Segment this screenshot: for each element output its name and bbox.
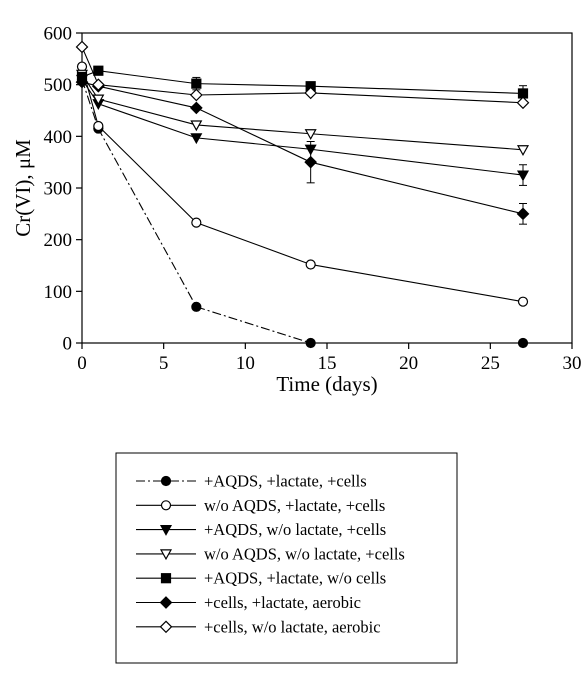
data-point [304, 129, 317, 140]
data-point [189, 101, 203, 115]
legend-item: +cells, +lactate, aerobic [136, 593, 361, 612]
data-point [92, 94, 105, 106]
x-tick-label: 25 [481, 353, 500, 374]
y-tick-label: 0 [63, 334, 73, 355]
series-line [81, 79, 523, 344]
data-point [93, 120, 104, 132]
x-tick-label: 5 [159, 353, 169, 374]
legend-label: +cells, +lactate, aerobic [204, 593, 361, 612]
data-point [517, 337, 529, 349]
x-tick-label: 30 [563, 353, 582, 374]
data-point [305, 337, 316, 349]
legend-item: w/o AQDS, +lactate, +cells [136, 496, 385, 515]
data-point [75, 75, 89, 89]
series-1 [76, 74, 529, 349]
x-axis-title: Time (days) [276, 372, 377, 396]
series-line [81, 46, 524, 104]
legend-label: +AQDS, w/o lactate, +cells [204, 520, 386, 539]
legend-box [115, 452, 458, 664]
x-tick-label: 15 [318, 353, 337, 374]
legend-item: +AQDS, +lactate, w/o cells [136, 569, 386, 588]
y-tick-label: 400 [44, 127, 73, 148]
data-point [305, 259, 316, 270]
legend-marker [160, 500, 172, 511]
legend-label: +AQDS, +lactate, +cells [204, 472, 367, 491]
legend-item: +AQDS, w/o lactate, +cells [136, 520, 386, 539]
x-axis: 0 5 10 15 20 25 30 [77, 343, 582, 374]
series-7 [75, 40, 530, 110]
legend-marker [159, 524, 173, 536]
x-tick-label: 20 [399, 353, 418, 374]
y-axis-title: Cr(VI), μM [11, 139, 35, 237]
series-6 [75, 75, 530, 225]
series-layer [75, 40, 530, 349]
data-point [516, 145, 530, 157]
series-line [81, 79, 524, 176]
legend-label: +AQDS, +lactate, w/o cells [204, 569, 386, 588]
legend-marker [159, 596, 173, 609]
series-4 [75, 69, 530, 157]
legend-marker [159, 620, 173, 634]
data-point [93, 65, 104, 76]
legend-label: +cells, w/o lactate, aerobic [204, 617, 381, 636]
data-point [517, 296, 529, 307]
legend-label: w/o AQDS, w/o lactate, +cells [204, 544, 405, 563]
data-point [191, 217, 202, 228]
data-point [516, 170, 530, 182]
data-point [75, 40, 89, 54]
legend-marker [160, 573, 172, 584]
x-tick-label: 0 [77, 353, 87, 374]
series-2 [76, 61, 529, 307]
data-point [190, 120, 203, 132]
data-point [516, 96, 530, 110]
plot-area-frame [81, 32, 573, 344]
data-point [91, 78, 105, 92]
y-tick-label: 300 [44, 179, 73, 200]
data-point [304, 86, 318, 100]
data-point [191, 301, 202, 312]
data-point [516, 207, 530, 221]
series-5 [76, 65, 529, 102]
legend: +AQDS, +lactate, +cells w/o AQDS, +lactat… [136, 472, 405, 636]
y-tick-label: 100 [44, 282, 73, 303]
legend-marker [159, 549, 173, 561]
legend-item: +cells, w/o lactate, aerobic [136, 617, 381, 636]
y-tick-label: 200 [44, 230, 73, 251]
data-point [189, 88, 203, 102]
legend-marker [160, 475, 172, 487]
y-tick-label: 500 [44, 75, 73, 96]
series-3 [75, 74, 530, 186]
legend-label: w/o AQDS, +lactate, +cells [204, 496, 385, 515]
y-axis: 0 100 200 300 400 500 600 [44, 24, 82, 355]
series-line [81, 66, 524, 303]
data-point [190, 133, 203, 145]
x-tick-label: 10 [236, 353, 255, 374]
y-tick-label: 600 [44, 24, 73, 45]
legend-item: +AQDS, +lactate, +cells [136, 472, 367, 491]
data-point [304, 155, 318, 169]
data-point [191, 78, 202, 89]
legend-item: w/o AQDS, w/o lactate, +cells [136, 544, 405, 563]
